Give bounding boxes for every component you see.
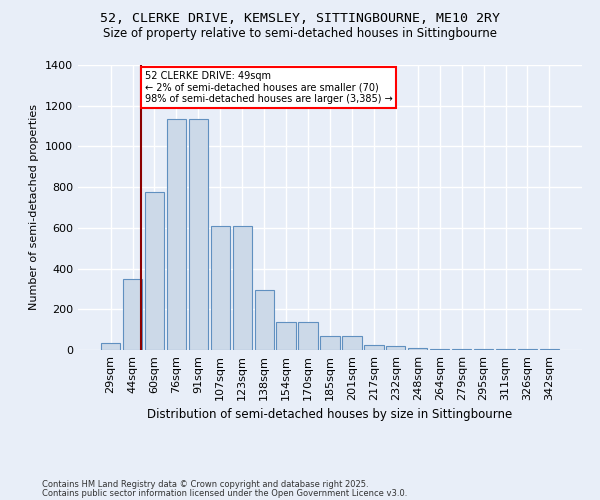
Bar xyxy=(123,279,142,350)
Text: Contains public sector information licensed under the Open Government Licence v3: Contains public sector information licen… xyxy=(42,488,407,498)
Text: 52 CLERKE DRIVE: 49sqm
← 2% of semi-detached houses are smaller (70)
98% of semi: 52 CLERKE DRIVE: 49sqm ← 2% of semi-deta… xyxy=(145,71,392,104)
Bar xyxy=(101,343,120,350)
Bar xyxy=(496,349,515,350)
Text: Contains HM Land Registry data © Crown copyright and database right 2025.: Contains HM Land Registry data © Crown c… xyxy=(42,480,368,489)
Bar xyxy=(364,345,383,350)
Y-axis label: Number of semi-detached properties: Number of semi-detached properties xyxy=(29,104,40,310)
Bar xyxy=(188,119,208,350)
Bar xyxy=(540,349,559,350)
X-axis label: Distribution of semi-detached houses by size in Sittingbourne: Distribution of semi-detached houses by … xyxy=(148,408,512,422)
Text: Size of property relative to semi-detached houses in Sittingbourne: Size of property relative to semi-detach… xyxy=(103,28,497,40)
Bar xyxy=(233,226,252,350)
Text: 52, CLERKE DRIVE, KEMSLEY, SITTINGBOURNE, ME10 2RY: 52, CLERKE DRIVE, KEMSLEY, SITTINGBOURNE… xyxy=(100,12,500,26)
Bar xyxy=(342,336,362,350)
Bar xyxy=(145,192,164,350)
Bar xyxy=(277,322,296,350)
Bar xyxy=(211,226,230,350)
Bar xyxy=(474,349,493,350)
Bar xyxy=(254,290,274,350)
Bar xyxy=(430,349,449,350)
Bar xyxy=(386,346,406,350)
Bar xyxy=(452,349,472,350)
Bar xyxy=(408,348,427,350)
Bar xyxy=(298,322,318,350)
Bar xyxy=(320,336,340,350)
Bar xyxy=(167,119,186,350)
Bar xyxy=(518,349,537,350)
